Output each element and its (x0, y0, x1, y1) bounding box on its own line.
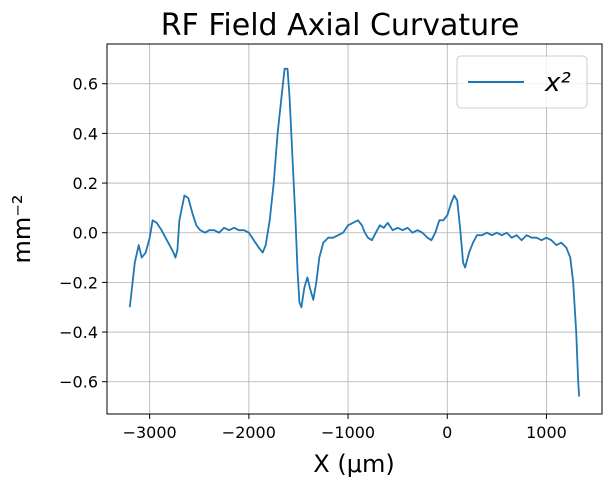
x-tick-label: −1000 (321, 423, 375, 442)
y-axis-label: mm⁻² (8, 194, 36, 263)
y-tick-label: −0.2 (59, 273, 98, 292)
x-tick-label: −3000 (123, 423, 177, 442)
plot-frame (106, 43, 603, 415)
y-axis-ticks: −0.6 −0.4 −0.2 0.0 0.2 0.4 0.6 (59, 75, 107, 392)
y-tick-label: 0.4 (73, 124, 98, 143)
x-axis-ticks: −3000 −2000 −1000 0 1000 (123, 414, 567, 442)
y-tick-label: 0.0 (73, 224, 98, 243)
y-tick-label: 0.2 (73, 174, 98, 193)
y-tick-label: −0.4 (59, 323, 98, 342)
chart-title: RF Field Axial Curvature (161, 8, 520, 43)
x-tick-label: 0 (442, 423, 452, 442)
legend: x² (456, 55, 588, 109)
y-tick-label: 0.6 (73, 75, 98, 94)
series-line (128, 67, 581, 397)
grid (107, 44, 602, 414)
x-tick-label: 1000 (526, 423, 567, 442)
series-layer (128, 67, 581, 397)
x-tick-label: −2000 (222, 423, 276, 442)
x-axis-label: X (μm) (313, 450, 394, 478)
legend-label: x² (544, 68, 571, 98)
y-tick-label: −0.6 (59, 373, 98, 392)
